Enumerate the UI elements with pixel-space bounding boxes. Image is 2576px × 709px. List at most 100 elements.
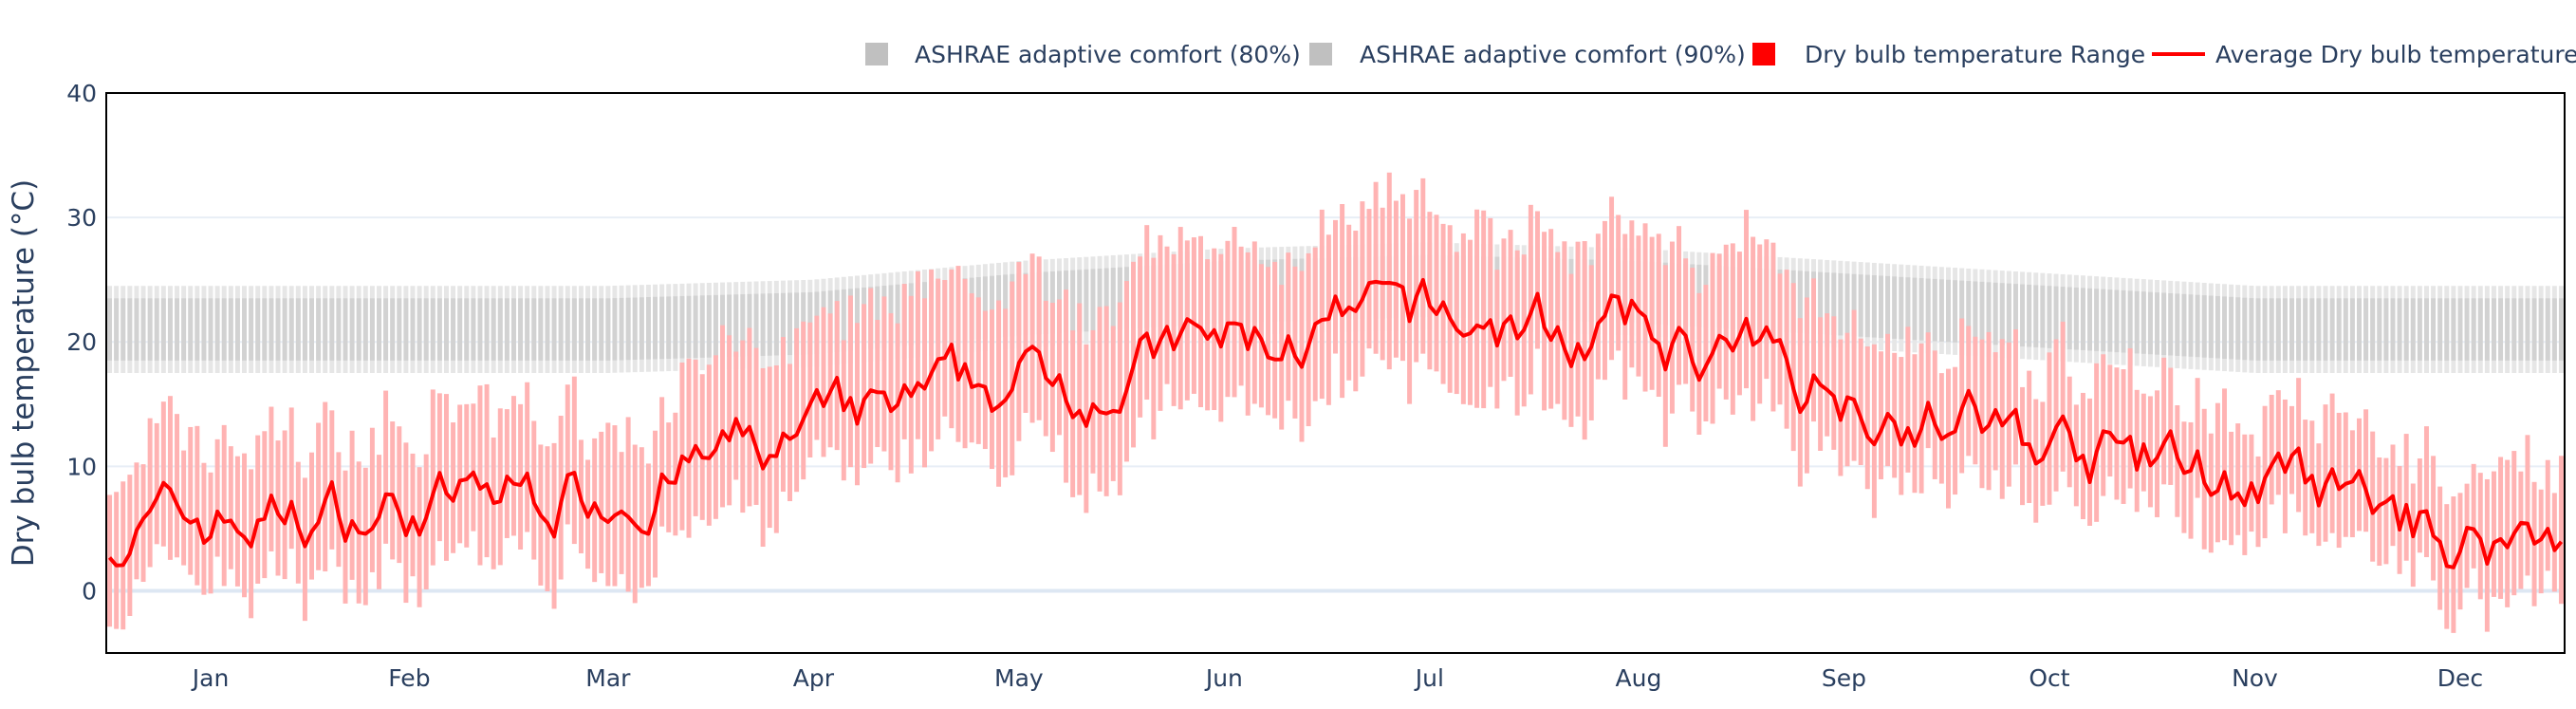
range-bar xyxy=(1299,271,1305,442)
legend-item-comfort80[interactable]: ASHRAE adaptive comfort (80%) xyxy=(865,41,1301,68)
range-bar xyxy=(477,385,483,566)
range-bar xyxy=(134,462,139,580)
comfort90-bar xyxy=(188,298,194,361)
comfort90-bar xyxy=(369,298,375,361)
range-bar xyxy=(1266,267,1270,416)
range-bar xyxy=(2403,434,2409,561)
range-bar xyxy=(969,293,974,443)
range-bar xyxy=(2431,456,2437,581)
range-bar xyxy=(2012,329,2018,465)
comfort90-bar xyxy=(323,298,328,361)
comfort90-bar xyxy=(706,295,712,358)
comfort90-bar xyxy=(181,298,187,361)
comfort90-bar xyxy=(760,293,766,356)
range-bar xyxy=(1508,230,1513,378)
range-bar xyxy=(767,366,772,529)
comfort90-bar xyxy=(1864,274,1870,338)
range-bar xyxy=(2323,404,2328,542)
range-bar xyxy=(2275,390,2281,495)
comfort90-bar xyxy=(2477,298,2483,361)
comfort90-bar xyxy=(484,298,490,361)
range-bar xyxy=(1373,181,1379,354)
comfort90-bar xyxy=(2222,296,2228,359)
range-bar xyxy=(788,364,792,502)
comfort90-bar xyxy=(2498,298,2504,361)
comfort90-bar xyxy=(127,298,133,361)
comfort90-bar xyxy=(659,296,665,360)
comfort90-bar xyxy=(592,298,598,361)
comfort90-bar xyxy=(1090,269,1096,331)
comfort90-bar xyxy=(288,298,294,361)
comfort90-bar xyxy=(2168,292,2174,356)
comfort90-bar xyxy=(740,294,746,357)
range-bar xyxy=(1568,273,1574,427)
comfort90-bar xyxy=(2417,298,2422,361)
legend-item-average[interactable]: Average Dry bulb temperature xyxy=(2152,41,2576,68)
range-bar xyxy=(1764,239,1770,380)
comfort90-bar xyxy=(2161,292,2167,356)
comfort90-bar xyxy=(2349,298,2355,361)
range-bar xyxy=(1609,196,1615,361)
comfort90-bar xyxy=(234,298,240,361)
range-bar xyxy=(430,389,436,566)
range-bar xyxy=(1447,225,1453,393)
range-bar xyxy=(1723,244,1729,400)
range-bar xyxy=(309,452,314,580)
range-bar xyxy=(942,280,948,417)
range-bar xyxy=(377,455,381,589)
range-bar xyxy=(127,475,133,617)
comfort90-bar xyxy=(2235,297,2241,360)
range-bar xyxy=(1656,233,1661,398)
range-bar xyxy=(1629,220,1635,368)
comfort90-bar xyxy=(1973,281,1978,345)
comfort90-bar xyxy=(2195,294,2200,358)
range-bar xyxy=(2296,378,2302,513)
legend[interactable]: ASHRAE adaptive comfort (80%) ASHRAE ada… xyxy=(865,41,2576,68)
comfort90-bar xyxy=(1986,282,1992,345)
range-bar xyxy=(1090,329,1096,474)
comfort90-bar xyxy=(773,292,779,356)
comfort90-bar xyxy=(1925,278,1931,342)
range-bar xyxy=(1400,194,1405,362)
legend-item-comfort90[interactable]: ASHRAE adaptive comfort (90%) xyxy=(1309,41,1746,68)
comfort90-bar xyxy=(794,292,800,355)
comfort90-bar xyxy=(2066,287,2072,350)
comfort90-bar xyxy=(349,298,355,361)
comfort90-bar xyxy=(2255,298,2261,361)
range-bar xyxy=(2168,367,2174,485)
comfort90-bar xyxy=(1070,270,1076,333)
comfort90-bar xyxy=(699,295,705,358)
comfort90-bar xyxy=(167,298,173,361)
range-bar xyxy=(497,408,503,566)
range-bar xyxy=(2114,367,2120,500)
comfort90-bar xyxy=(457,298,463,361)
x-tick-label-may: May xyxy=(994,664,1044,692)
legend-item-range[interactable]: Dry bulb temperature Range xyxy=(1752,41,2145,68)
range-bar xyxy=(1999,339,2005,499)
comfort90-bar xyxy=(2377,298,2382,361)
range-bar xyxy=(1683,258,1689,384)
range-bar xyxy=(2289,405,2294,494)
range-bar xyxy=(753,347,759,505)
range-bar xyxy=(1123,281,1129,462)
range-bar xyxy=(1757,244,1763,404)
comfort90-bar xyxy=(2423,298,2429,361)
comfort90-bar xyxy=(2518,298,2524,361)
range-bar xyxy=(955,266,961,442)
range-bar xyxy=(2181,421,2187,533)
x-tick-label-jul: Jul xyxy=(1414,664,1444,692)
comfort90-bar xyxy=(430,298,436,361)
comfort90-bar xyxy=(2390,298,2396,361)
comfort90-bar xyxy=(275,298,281,361)
range-bar xyxy=(881,296,887,452)
comfort90-bar xyxy=(1979,281,1985,345)
range-bar xyxy=(2020,386,2026,506)
comfort90-bar xyxy=(2053,286,2059,349)
range-bar xyxy=(2053,339,2059,492)
comfort90-bar xyxy=(2201,295,2207,358)
comfort90-bar xyxy=(262,298,268,361)
range-bar xyxy=(989,309,994,470)
comfort90-bar xyxy=(2444,298,2450,361)
range-bar xyxy=(565,384,570,525)
